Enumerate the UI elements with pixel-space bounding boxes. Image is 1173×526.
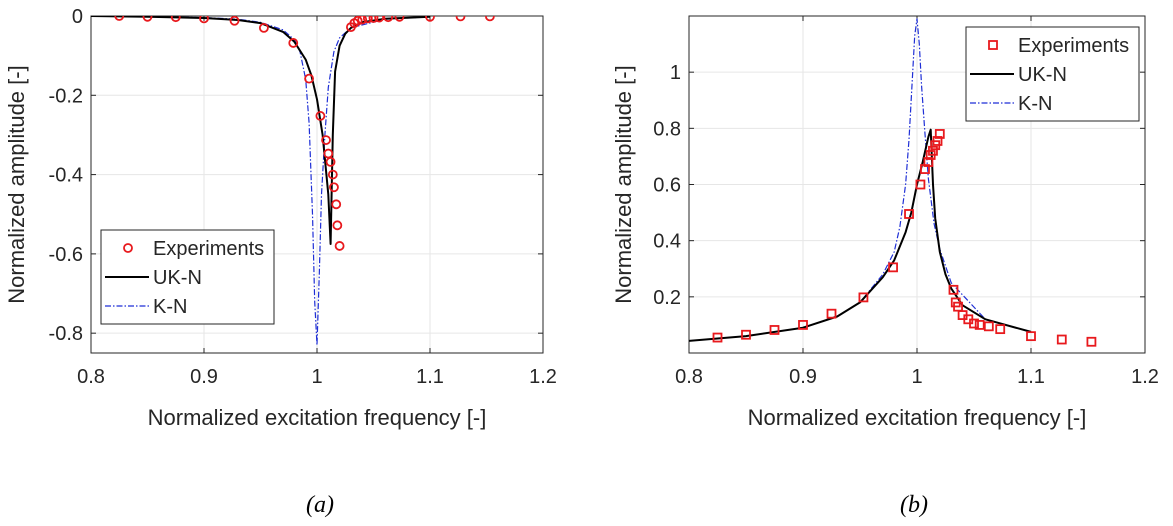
chart-b: 0.8 0.9 1 1.1 1.2 0.2 0.4 0.6 0.8 1 Normalized exc… (611, 15, 1159, 430)
x-tick-label: 0.8 (77, 366, 105, 388)
y-tick-label: -0.2 (49, 85, 83, 107)
x-tick-label: 0.9 (789, 366, 817, 388)
data-point (1086, 336, 1097, 347)
legend: Experiments UK-N K-N (100, 229, 275, 325)
x-tick-label: 1.2 (529, 366, 557, 388)
data-point (798, 320, 808, 330)
data-point (969, 318, 979, 329)
legend-marker (123, 243, 133, 253)
y-tick-label: 0.8 (653, 118, 681, 140)
y-tick-label: 0.2 (653, 287, 681, 309)
data-point (321, 135, 331, 145)
data-point (323, 148, 334, 159)
legend: Experiments UK-N K-N (965, 26, 1140, 122)
data-point (114, 16, 125, 21)
data-point (995, 324, 1006, 335)
data-point (888, 262, 898, 273)
data-point (357, 16, 368, 25)
legend-label: K-N (153, 296, 187, 318)
data-point (904, 209, 914, 219)
data-point (142, 16, 153, 22)
data-point (934, 129, 945, 139)
data-point (455, 16, 466, 22)
data-point (923, 157, 934, 167)
data-point (983, 321, 994, 332)
data-point (327, 169, 338, 180)
data-point (932, 136, 943, 146)
data-point (329, 182, 339, 193)
legend-label: Experiments (153, 238, 264, 260)
x-axis-label: Normalized excitation frequency [-] (148, 405, 487, 430)
x-tick-label: 1 (311, 366, 322, 388)
data-point (425, 16, 435, 22)
data-point (858, 292, 869, 303)
chart-a: 0.8 0.9 1 1.1 1.2 0 -0.2 -0.4 -0.6 -0.8 Normalized… (4, 6, 557, 430)
data-point (383, 16, 394, 23)
data-point (352, 16, 363, 26)
y-tick-label: 0 (72, 6, 83, 28)
data-point (331, 199, 342, 210)
legend-label: Experiments (1018, 35, 1129, 57)
data-point (948, 284, 959, 295)
data-point (741, 329, 751, 340)
legend-marker (988, 40, 998, 50)
y-tick-label: -0.4 (49, 165, 83, 187)
data-point (288, 38, 299, 48)
caption-b: (b) (900, 492, 928, 518)
data-point (826, 308, 837, 319)
x-axis-label: Normalized excitation frequency [-] (748, 405, 1087, 430)
data-point (170, 16, 181, 23)
x-tick-label: 1 (911, 366, 922, 388)
y-axis-label: Normalized amplitude [-] (611, 65, 636, 303)
legend-label: UK-N (1018, 64, 1067, 86)
data-point (769, 325, 780, 335)
data-point (362, 16, 373, 24)
data-point (394, 16, 405, 22)
data-point (1026, 331, 1036, 342)
series-line-uk-n (689, 128, 1032, 342)
y-tick-label: -0.6 (49, 244, 83, 266)
legend-box (100, 229, 275, 325)
data-point (304, 73, 314, 84)
data-point (1056, 334, 1067, 345)
data-point (332, 220, 343, 231)
plot-area (91, 16, 495, 346)
x-tick-label: 1.1 (416, 366, 444, 388)
data-point (712, 332, 723, 343)
data-point (374, 16, 385, 23)
x-tick-label: 1.2 (1131, 366, 1159, 388)
y-tick-label: -0.8 (49, 323, 83, 345)
data-point (974, 320, 985, 330)
data-point (258, 22, 269, 33)
caption-a: (a) (306, 492, 334, 518)
x-tick-label: 0.9 (190, 366, 218, 388)
legend-label: K-N (1018, 93, 1052, 115)
series-line-uk-n (91, 16, 431, 245)
data-point (334, 241, 345, 251)
x-tick-label: 0.8 (675, 366, 703, 388)
y-tick-label: 1 (670, 62, 681, 84)
plot-area (689, 18, 1097, 347)
data-point (368, 16, 379, 23)
legend-label: UK-N (153, 267, 202, 289)
y-tick-label: 0.6 (653, 175, 681, 197)
data-point (315, 111, 326, 121)
y-tick-label: 0.4 (653, 231, 681, 253)
data-point (229, 16, 240, 26)
data-point (484, 16, 495, 22)
data-point (325, 157, 336, 167)
x-tick-label: 1.1 (1017, 366, 1045, 388)
data-point (199, 16, 209, 24)
data-point (915, 179, 926, 190)
data-point (928, 145, 938, 156)
y-axis-label: Normalized amplitude [-] (4, 65, 29, 303)
